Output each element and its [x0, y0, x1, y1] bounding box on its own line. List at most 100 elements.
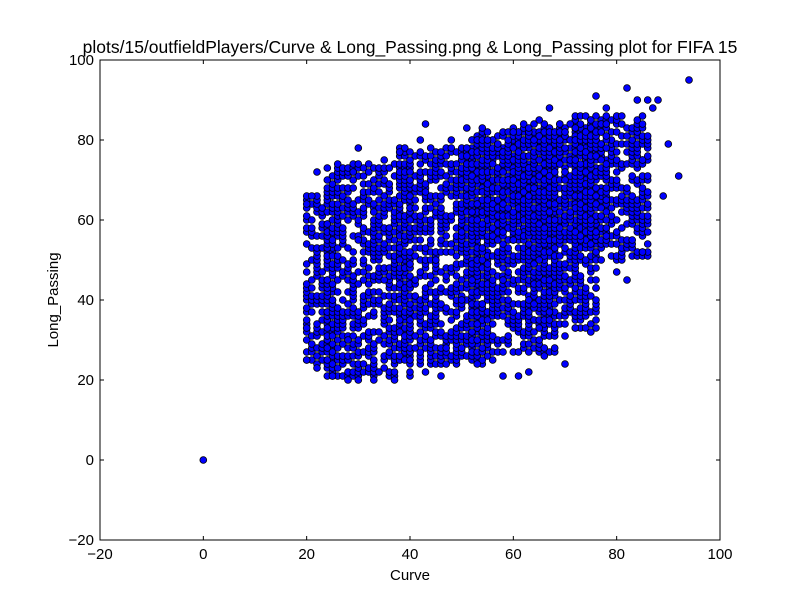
data-point: [519, 120, 528, 128]
data-point: [597, 212, 605, 220]
data-point: [592, 92, 600, 100]
data-point: [385, 300, 394, 308]
data-point: [499, 168, 507, 176]
data-point: [535, 164, 543, 172]
data-point: [437, 192, 445, 200]
data-point: [535, 220, 543, 228]
data-point: [395, 280, 404, 288]
data-point: [545, 308, 554, 316]
data-point: [535, 116, 543, 124]
data-point: [349, 272, 358, 280]
data-point: [375, 288, 383, 296]
data-point: [380, 156, 389, 164]
data-point: [643, 228, 652, 236]
data-point: [323, 324, 332, 332]
data-point: [488, 268, 497, 276]
data-point: [338, 296, 347, 304]
data-point: [643, 212, 652, 220]
data-point: [514, 192, 523, 200]
data-point: [509, 144, 518, 152]
data-point: [406, 300, 414, 308]
data-point: [628, 192, 636, 200]
x-tick-label: 100: [707, 546, 732, 563]
data-point: [602, 224, 611, 232]
data-point: [344, 376, 352, 384]
data-point: [555, 252, 564, 260]
data-point: [437, 284, 445, 292]
data-point: [307, 340, 316, 348]
data-point: [602, 104, 611, 112]
data-point: [524, 124, 533, 132]
data-point: [602, 232, 611, 240]
data-point: [643, 240, 652, 248]
data-point: [431, 200, 440, 208]
data-point: [504, 244, 513, 252]
data-point: [437, 372, 445, 380]
data-point: [473, 360, 482, 368]
data-point: [623, 276, 631, 284]
data-point: [416, 160, 425, 168]
data-point: [545, 276, 554, 284]
data-point: [499, 372, 507, 380]
data-point: [354, 308, 363, 316]
data-point: [375, 296, 383, 304]
data-point: [504, 268, 513, 276]
data-point: [561, 332, 569, 340]
data-point: [354, 236, 363, 244]
data-point: [421, 332, 430, 340]
data-point: [411, 292, 420, 300]
data-point: [602, 216, 611, 224]
data-point: [328, 332, 337, 340]
data-point: [561, 144, 569, 152]
data-point: [607, 204, 616, 212]
data-point: [550, 244, 559, 252]
data-point: [530, 136, 538, 144]
data-point: [571, 228, 580, 236]
data-point: [499, 312, 507, 320]
data-point: [592, 276, 600, 284]
data-point: [437, 300, 445, 308]
data-point: [318, 204, 327, 212]
data-point: [406, 248, 414, 256]
data-point: [499, 200, 507, 208]
data-point: [493, 196, 502, 204]
data-point: [416, 212, 425, 220]
data-point: [478, 220, 487, 228]
points-layer: [199, 76, 693, 464]
data-point: [592, 284, 600, 292]
data-point: [483, 352, 492, 360]
data-point: [607, 212, 616, 220]
data-point: [302, 268, 311, 276]
data-point: [349, 176, 358, 184]
data-point: [359, 204, 368, 212]
data-point: [359, 256, 368, 264]
data-point: [555, 160, 564, 168]
data-point: [323, 276, 332, 284]
data-point: [437, 236, 445, 244]
data-point: [328, 360, 337, 368]
data-point: [592, 112, 600, 120]
data-point: [302, 280, 311, 288]
data-point: [375, 368, 383, 376]
x-axis-label: Curve: [390, 567, 430, 584]
data-point: [524, 240, 533, 248]
data-point: [447, 212, 456, 220]
data-point: [395, 244, 404, 252]
data-point: [313, 364, 321, 372]
data-point: [654, 96, 662, 104]
data-point: [431, 256, 440, 264]
data-point: [571, 156, 580, 164]
data-point: [483, 324, 492, 332]
data-point: [602, 196, 611, 204]
data-point: [369, 208, 378, 216]
data-point: [540, 352, 549, 360]
data-point: [478, 300, 487, 308]
data-point: [395, 304, 404, 312]
data-point: [612, 148, 621, 156]
data-point: [638, 248, 647, 256]
data-point: [406, 368, 414, 376]
data-point: [617, 224, 626, 232]
data-point: [349, 168, 358, 176]
data-point: [416, 236, 425, 244]
data-point: [406, 156, 414, 164]
